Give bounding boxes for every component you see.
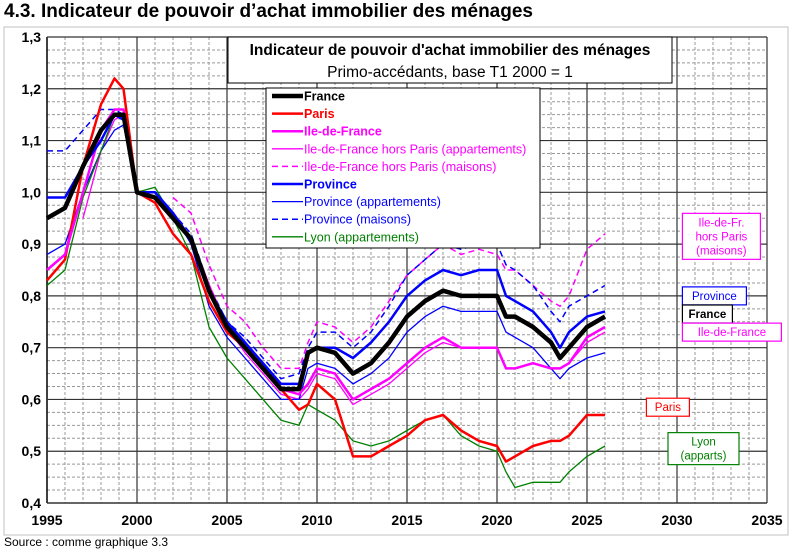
legend-label: Ile-de-France hors Paris (maisons) (304, 160, 496, 174)
x-tick-label: 2010 (301, 512, 332, 528)
legend-label: Paris (304, 107, 335, 121)
page-heading: 4.3. Indicateur de pouvoir d’achat immob… (4, 1, 533, 22)
annotation-text: Ile-de-Fr. (698, 217, 744, 229)
x-tick-label: 2005 (211, 512, 242, 528)
annotation-text: hors Paris (696, 231, 748, 243)
legend-label: Province (maisons) (304, 213, 411, 227)
series-line-france (45, 112, 607, 392)
y-tick-label: 0,5 (22, 443, 42, 459)
x-tick-label: 2000 (121, 512, 152, 528)
annotation-box (681, 322, 783, 342)
annotation-text: France (689, 309, 727, 321)
chart-title: Indicateur de pouvoir d'achat immobilier… (250, 42, 651, 59)
legend-label: Province (appartements) (304, 195, 441, 209)
legend-box (265, 87, 541, 249)
x-tick-label: 2020 (481, 512, 512, 528)
y-tick-label: 0,9 (22, 236, 42, 252)
annotation-label: Province (681, 286, 748, 306)
legend-label: France (304, 90, 345, 104)
y-tick-label: 0,6 (22, 391, 42, 407)
x-tick-label: 2015 (391, 512, 422, 528)
y-tick-label: 1,1 (22, 133, 42, 149)
legend-label: Lyon (appartements) (304, 230, 419, 244)
source-note: Source : comme graphique 3.3 (4, 535, 169, 549)
legend-label: Ile-de-France hors Paris (appartements) (304, 142, 526, 156)
series-line-ile-de-france-hors-paris-maisons- (172, 196, 606, 370)
title-box (227, 36, 673, 84)
annotation-text: (maisons) (696, 245, 747, 257)
annotation-text: Paris (655, 402, 681, 414)
y-tick-label: 1,2 (22, 81, 42, 97)
chart-subtitle: Primo-accédants, base T1 2000 = 1 (327, 64, 573, 81)
annotation-label: Ile-de-Fr. hors Paris (maisons) (681, 212, 762, 260)
legend-label: Province (304, 178, 357, 192)
x-tick-label: 2035 (751, 512, 782, 528)
x-tick-label: 1995 (31, 512, 62, 528)
y-tick-label: 0,8 (22, 288, 42, 304)
annotation-label: France (681, 304, 734, 324)
x-tick-label: 2025 (571, 512, 602, 528)
x-tick-label: 2030 (661, 512, 692, 528)
annotation-box (667, 432, 740, 466)
y-tick-label: 0,4 (22, 495, 42, 511)
annotation-text: Province (692, 291, 737, 303)
y-tick-label: 0,7 (22, 340, 42, 356)
annotation-text: (apparts) (680, 451, 726, 463)
legend-label: Ile-de-France (304, 125, 382, 139)
annotation-label: Lyon (apparts) (667, 432, 740, 466)
annotation-text: Lyon (691, 437, 716, 449)
annotation-box (681, 212, 762, 260)
y-tick-label: 1,0 (22, 184, 42, 200)
chart-frame (3, 26, 789, 536)
annotation-box (645, 397, 691, 417)
legend: France Paris Ile-de-France Ile-de-France ho… (265, 87, 541, 249)
annotation-label: Ile-de-France (681, 322, 783, 342)
annotation-text: Ile-de-France (698, 327, 766, 339)
y-tick-label: 1,3 (22, 29, 42, 45)
annotation-label: Paris (645, 397, 691, 417)
